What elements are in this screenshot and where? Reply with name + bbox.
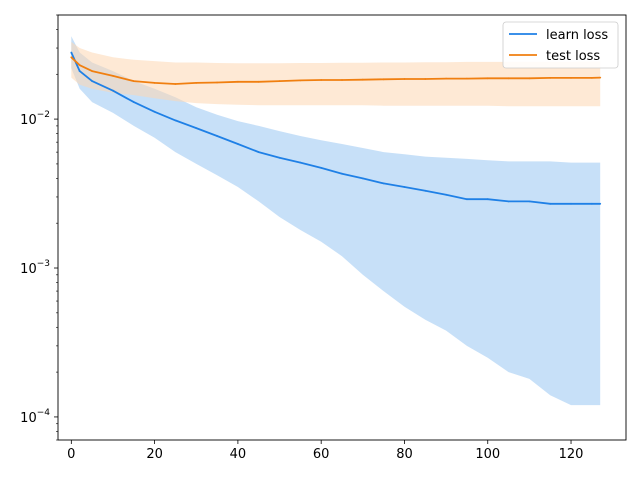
series-0-point	[507, 200, 510, 203]
x-tick-label: 100	[475, 447, 500, 462]
series-1-point	[599, 76, 602, 79]
series-0-point	[549, 202, 552, 205]
series-0-point	[257, 151, 260, 154]
series-0-point	[570, 202, 572, 205]
series-0-point	[320, 167, 323, 169]
series-0-point	[486, 198, 489, 201]
series-0-point	[299, 161, 302, 164]
series-1-point	[341, 79, 343, 81]
plot-area	[70, 36, 602, 406]
series-1-point	[78, 64, 81, 67]
series-0-band	[71, 36, 601, 406]
x-tick-label: 80	[396, 447, 413, 462]
y-tick-label: 10−3	[20, 259, 50, 277]
series-1-point	[591, 77, 593, 79]
series-1-point	[195, 82, 198, 84]
series-1-point	[382, 78, 385, 81]
series-1-point	[132, 80, 135, 82]
series-1-point	[174, 83, 177, 85]
series-1-point	[320, 79, 323, 81]
series-1-point	[445, 77, 447, 80]
x-axis: 0 20 40 60 80 100 120	[67, 440, 583, 462]
x-tick-label: 120	[559, 447, 584, 462]
series-0-point	[382, 182, 385, 185]
series-0-point	[361, 177, 364, 180]
series-0-point	[591, 202, 593, 205]
series-0-point	[403, 186, 406, 188]
series-0-point	[278, 156, 281, 159]
series-1-point	[570, 77, 572, 79]
series-1-point	[486, 77, 489, 80]
series-1-point	[299, 79, 302, 82]
series-1-point	[70, 56, 73, 59]
y-tick-label: 10−4	[20, 408, 50, 426]
series-0-point	[528, 200, 531, 203]
series-1-point	[112, 75, 114, 77]
series-1-line	[70, 56, 601, 85]
series-1-point	[466, 77, 468, 80]
series-0-line	[70, 52, 601, 205]
series-0-point	[216, 135, 219, 137]
series-0-point	[174, 119, 177, 122]
series-1-point	[361, 78, 364, 81]
axes-frame	[57, 14, 627, 441]
x-tick-label: 0	[67, 447, 75, 462]
series-1-point	[528, 77, 531, 80]
series-1-point	[424, 78, 427, 80]
legend-label-1: test loss	[546, 49, 600, 64]
series-0-point	[91, 80, 93, 82]
series-0-point	[78, 70, 81, 72]
series-1-point	[216, 81, 219, 84]
series-1-band	[71, 41, 601, 107]
x-tick-label: 20	[146, 447, 163, 462]
series-0-point	[445, 193, 447, 196]
x-tick-label: 40	[230, 447, 247, 462]
series-0-point	[237, 143, 239, 145]
series-0-point	[70, 51, 73, 54]
series-1-point	[278, 80, 281, 82]
legend: learn loss test loss	[502, 21, 619, 69]
series-1-point	[153, 82, 156, 84]
legend-label-0: learn loss	[546, 28, 608, 43]
series-0-point	[195, 127, 198, 129]
x-tick-label: 60	[313, 447, 330, 462]
y-tick-label: 10−2	[20, 110, 50, 128]
series-0-point	[153, 110, 156, 113]
series-1-point	[549, 77, 552, 79]
series-0-point	[424, 189, 427, 192]
series-0-point	[132, 101, 135, 103]
series-0-point	[466, 198, 468, 201]
series-1-point	[257, 80, 260, 83]
series-0-point	[112, 89, 114, 92]
series-1-point	[507, 77, 510, 80]
series-0-point	[599, 202, 602, 205]
series-1-point	[403, 78, 406, 80]
series-1-point	[237, 80, 239, 83]
series-1-point	[91, 70, 93, 72]
series-0-point	[341, 172, 343, 175]
